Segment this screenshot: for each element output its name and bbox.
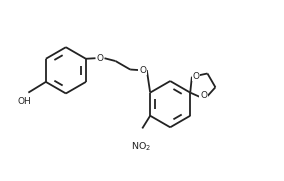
- Text: OH: OH: [18, 97, 32, 106]
- Text: O: O: [192, 72, 199, 81]
- Text: O: O: [97, 54, 103, 63]
- Text: O: O: [200, 91, 207, 100]
- Text: NO$_2$: NO$_2$: [131, 140, 151, 153]
- Text: O: O: [139, 66, 146, 75]
